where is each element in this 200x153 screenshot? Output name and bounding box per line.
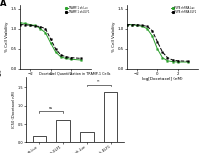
X-axis label: log[Docetaxel] (nM): log[Docetaxel] (nM): [35, 77, 76, 81]
Title: Docetaxel Quantification in TRAMP-1 Cells: Docetaxel Quantification in TRAMP-1 Cell…: [39, 71, 111, 75]
Text: B: B: [0, 70, 1, 79]
X-axis label: log[Docetaxel] (nM): log[Docetaxel] (nM): [142, 77, 183, 81]
Text: ns: ns: [49, 106, 53, 110]
Legend: TRAMP-1 sh-Luc, TRAMP-1 sh-ELF1: TRAMP-1 sh-Luc, TRAMP-1 sh-ELF1: [65, 6, 90, 14]
Text: A: A: [0, 0, 7, 8]
Text: **: **: [97, 80, 101, 84]
Bar: [80, 132, 94, 142]
Bar: [104, 92, 117, 142]
Y-axis label: % Cell Viability: % Cell Viability: [112, 21, 116, 52]
Bar: [56, 120, 70, 142]
Y-axis label: IC50 (Docetaxel nM): IC50 (Docetaxel nM): [12, 91, 16, 128]
Legend: FVPB shRNA-Luc, FVPB shRNA-ELF1: FVPB shRNA-Luc, FVPB shRNA-ELF1: [171, 6, 197, 14]
Bar: [33, 136, 46, 142]
Y-axis label: % Cell Viability: % Cell Viability: [5, 21, 9, 52]
